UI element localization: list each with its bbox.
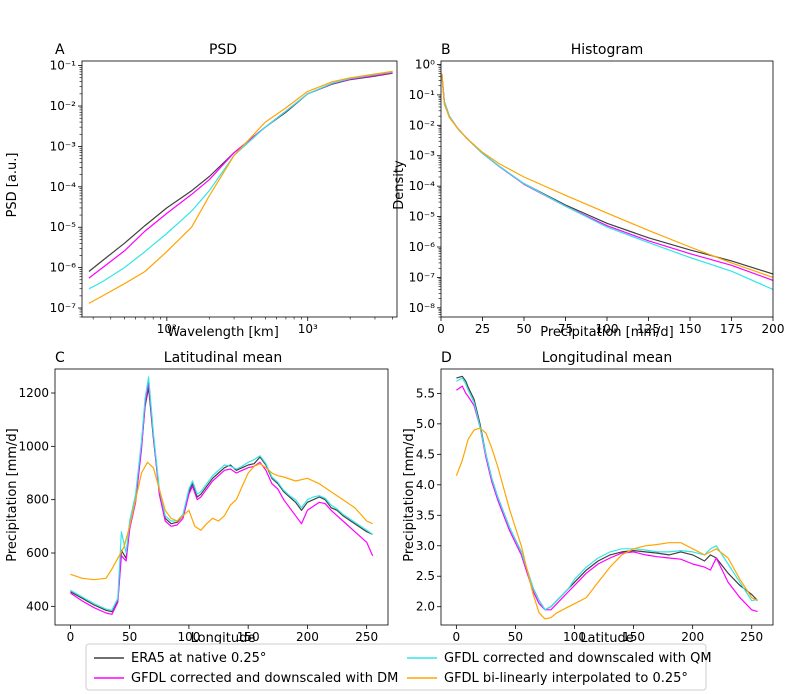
panel-c-latitudinal-mean: C Latitudinal mean Longitude Precipitati… [5,350,389,646]
panel-b-xlabel: Precipitation [mm/d] [540,325,674,340]
panel-a-y-tick-label: 10⁻⁶ [50,261,77,275]
panel-c-series-dm [70,381,374,615]
panel-c-y-tick-label: 800 [26,493,49,507]
panel-c-x-tick-label: 200 [296,630,319,644]
panel-b-y-tick-label: 10⁰ [415,57,435,71]
panel-c-y-tick-label: 600 [26,546,49,560]
panel-b-ylabel: Density [392,160,407,210]
legend-label-qm: GFDL corrected and downscaled with QM [444,651,712,666]
panel-c-series-era5 [70,387,373,613]
panel-a-ylabel: PSD [a.u.] [5,153,20,218]
panel-b-x-tick-label: 100 [596,322,619,336]
panel-b-y-tick-label: 10⁻⁵ [409,210,436,224]
panel-c-ylabel: Precipitation [mm/d] [5,428,20,562]
panel-b-series-bil [441,73,773,278]
panel-a-y-tick-label: 10⁻² [50,99,77,113]
panel-a-series-bil [88,70,393,304]
panel-d-title: Longitudinal mean [542,350,672,366]
panel-b-series-era5 [441,73,773,275]
panel-b-histogram: B Histogram Precipitation [mm/d] Density… [392,42,784,340]
panel-b-x-tick-label: 25 [475,322,490,336]
panel-b-x-tick-label: 125 [637,322,660,336]
panel-c-xlabel: Longitude [191,631,256,646]
panel-b-x-tick-label: 150 [679,322,702,336]
panel-d-y-tick-label: 2.0 [416,600,435,614]
panel-d-series-qm [456,377,758,611]
panel-d-x-tick-label: 0 [453,630,461,644]
panel-d-x-tick-label: 150 [622,630,645,644]
panel-b-x-tick-label: 175 [720,322,743,336]
panel-d-series-dm [456,385,758,613]
panel-d-letter: D [441,350,452,366]
panel-b-series-dm [441,73,773,281]
panel-c-frame [54,368,389,626]
panel-d-ylabel: Precipitation [mm/d] [402,428,417,562]
panel-a-y-tick-label: 10⁻⁴ [50,180,77,194]
legend-label-dm: GFDL corrected and downscaled with DM [131,671,398,686]
panel-d-x-tick-label: 200 [681,630,704,644]
panel-a-psd: A PSD Wavelength [km] PSD [a.u.] 10² 10³ 1… [5,42,398,340]
legend-box [85,643,707,691]
panel-a-y-tick-label: 10⁻⁵ [50,220,77,234]
legend-label-bil: GFDL bi-linearly interpolated to 0.25° [444,671,688,686]
panel-a-x-tick-label: 10² [157,322,177,336]
panel-c-series-qm [70,376,373,611]
panel-d-x-tick-label: 50 [508,630,523,644]
panel-d-x-tick-label: 100 [563,630,586,644]
panel-b-y-tick-label: 10⁻³ [409,149,436,163]
panel-b-y-tick-label: 10⁻⁶ [409,240,436,254]
panel-b-x-tick-label: 75 [558,322,573,336]
panel-b-x-tick-label: 50 [516,322,531,336]
panel-b-y-tick-label: 10⁻⁷ [409,270,436,284]
panel-c-x-tick-label: 50 [122,630,137,644]
panel-d-longitudinal-mean: D Longitudinal mean Latitude Precipitati… [402,350,774,646]
panel-c-x-tick-label: 0 [67,630,75,644]
panel-a-y-tick-label: 10⁻¹ [50,59,77,73]
panel-b-y-tick-label: 10⁻¹ [409,88,436,102]
panel-c-y-tick-label: 1200 [18,386,49,400]
panel-a-series-dm [88,72,393,279]
panel-a-y-tick-label: 10⁻⁷ [50,301,77,315]
panel-b-letter: B [441,42,451,58]
panel-d-x-tick-label: 250 [740,630,763,644]
panel-a-y-tick-label: 10⁻³ [50,139,77,153]
panel-d-series-era5 [456,375,759,611]
legend: ERA5 at native 0.25° GFDL corrected and … [85,643,712,691]
panel-a-xlabel: Wavelength [km] [167,325,279,340]
panel-b-title: Histogram [571,42,644,58]
panel-c-y-tick-label: 400 [26,599,49,613]
panel-d-y-tick-label: 3.5 [416,508,435,522]
panel-c-x-tick-label: 150 [237,630,260,644]
panel-c-x-tick-label: 250 [355,630,378,644]
panel-d-y-tick-label: 4.0 [416,478,435,492]
panel-c-series-bil [70,461,373,581]
panel-b-y-tick-label: 10⁻⁸ [409,301,436,315]
panel-b-series-qm [441,73,773,291]
panel-a-frame [81,60,398,318]
panel-c-title: Latitudinal mean [164,350,282,366]
panel-b-x-tick-label: 200 [762,322,785,336]
panel-b-y-tick-label: 10⁻⁴ [409,179,436,193]
panel-c-y-tick-label: 1000 [18,439,49,453]
panel-c-letter: C [55,350,65,366]
panel-d-y-tick-label: 5.0 [416,417,435,431]
panel-a-title: PSD [209,42,237,58]
panel-b-x-tick-label: 0 [437,322,445,336]
panel-d-frame [440,368,774,626]
legend-label-era5: ERA5 at native 0.25° [131,651,266,666]
panel-d-series-bil [455,427,758,620]
panel-a-series-qm [88,71,393,290]
panel-d-y-tick-label: 5.5 [416,386,435,400]
panel-d-xlabel: Latitude [580,631,634,646]
panel-a-letter: A [55,42,65,58]
panel-b-frame [440,60,774,318]
panel-d-y-tick-label: 3.0 [416,539,435,553]
panel-b-y-tick-label: 10⁻² [409,118,436,132]
panel-d-y-tick-label: 4.5 [416,447,435,461]
panel-d-y-tick-label: 2.5 [416,569,435,583]
panel-a-x-tick-label: 10³ [298,322,318,336]
panel-c-x-tick-label: 100 [177,630,200,644]
